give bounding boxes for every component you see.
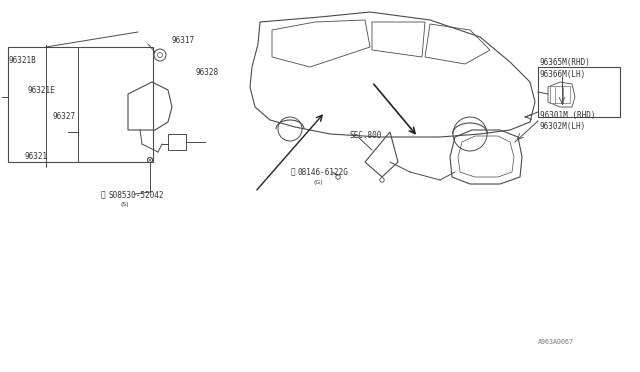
- Text: SEC.800: SEC.800: [350, 131, 382, 140]
- Text: 96321B: 96321B: [8, 55, 36, 64]
- Bar: [538, 67, 620, 117]
- Circle shape: [149, 159, 151, 161]
- Text: (G): (G): [313, 180, 323, 185]
- Text: 96365M(RHD): 96365M(RHD): [540, 58, 591, 67]
- Text: (S): (S): [121, 202, 129, 206]
- Text: 96301M (RHD): 96301M (RHD): [540, 110, 595, 119]
- Text: S08530-52042: S08530-52042: [108, 190, 163, 199]
- Text: 08146-6122G: 08146-6122G: [298, 167, 349, 176]
- Bar: [168, 134, 186, 150]
- Text: Ⓑ: Ⓑ: [291, 167, 295, 176]
- Text: 96328: 96328: [195, 67, 218, 77]
- Text: Ⓢ: Ⓢ: [100, 190, 105, 199]
- Text: 96321E: 96321E: [27, 86, 55, 94]
- Bar: [550, 86, 570, 103]
- Text: 96317: 96317: [172, 35, 195, 45]
- Text: 96327: 96327: [52, 112, 75, 121]
- Text: 96302M(LH): 96302M(LH): [540, 122, 586, 131]
- Bar: [8, 47, 153, 162]
- Text: 96366M(LH): 96366M(LH): [540, 70, 586, 78]
- Text: A963A0067: A963A0067: [538, 339, 574, 345]
- Text: 96321: 96321: [24, 151, 47, 160]
